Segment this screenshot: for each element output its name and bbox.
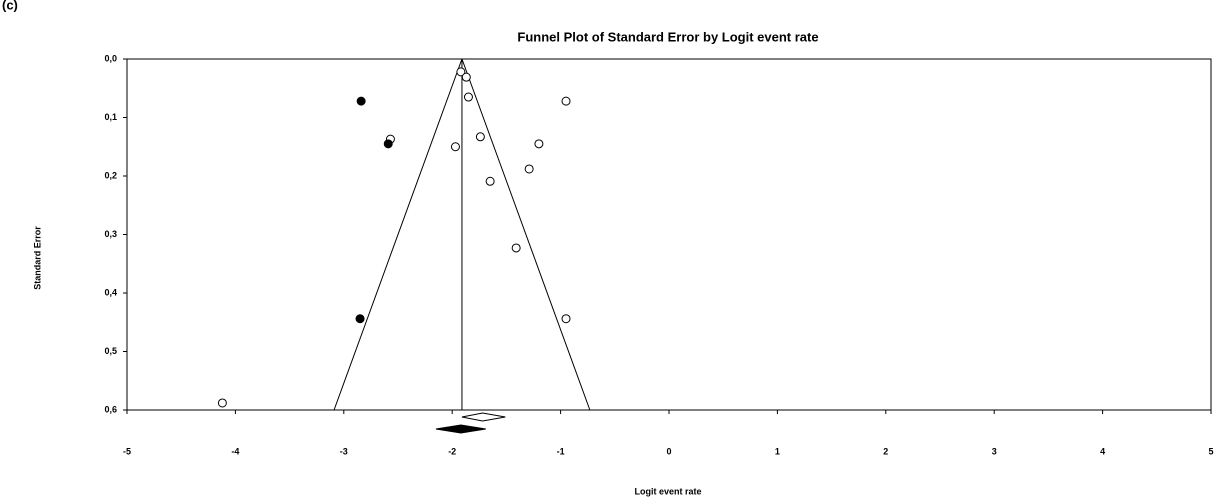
y-tick-label: 0,1 [104, 112, 117, 122]
y-axis-label: Standard Error [32, 226, 42, 290]
study-point [456, 67, 466, 77]
study-point [356, 96, 366, 106]
x-tick-label: 1 [775, 446, 780, 456]
panel-label: (c) [2, 0, 18, 12]
y-tick-label: 0,5 [104, 346, 117, 356]
study-point [461, 72, 471, 82]
plot-frame [126, 58, 1212, 411]
x-tick-label: -2 [448, 446, 456, 456]
x-tick-label: 5 [1208, 446, 1213, 456]
y-tick-label: 0,0 [104, 53, 117, 63]
x-tick-label: 3 [992, 446, 997, 456]
funnel-upper [461, 58, 591, 411]
x-tick-label: 0 [666, 446, 671, 456]
study-point [485, 176, 495, 186]
x-axis-label: Logit event rate [634, 486, 701, 496]
study-point [561, 314, 571, 324]
y-tick-label: 0,6 [104, 404, 117, 414]
summary-diamond [435, 424, 486, 434]
x-tick-label: -4 [231, 446, 239, 456]
x-tick-label: 4 [1100, 446, 1105, 456]
study-point [217, 398, 227, 408]
x-tick-label: -3 [340, 446, 348, 456]
study-point [511, 243, 521, 253]
study-point [450, 142, 460, 152]
x-tick-label: -1 [557, 446, 565, 456]
study-point [524, 164, 534, 174]
x-tick-label: 2 [883, 446, 888, 456]
summary-diamond [461, 412, 506, 422]
study-point [534, 139, 544, 149]
study-point [355, 314, 365, 324]
study-point [383, 139, 393, 149]
study-point [463, 92, 473, 102]
study-point [561, 96, 571, 106]
chart-title: Funnel Plot of Standard Error by Logit e… [517, 29, 818, 44]
x-tick-label: -5 [123, 446, 131, 456]
y-tick-label: 0,4 [104, 287, 117, 297]
y-tick-label: 0,2 [104, 170, 117, 180]
study-point [475, 132, 485, 142]
y-tick-label: 0,3 [104, 229, 117, 239]
funnel-lower [333, 58, 463, 411]
